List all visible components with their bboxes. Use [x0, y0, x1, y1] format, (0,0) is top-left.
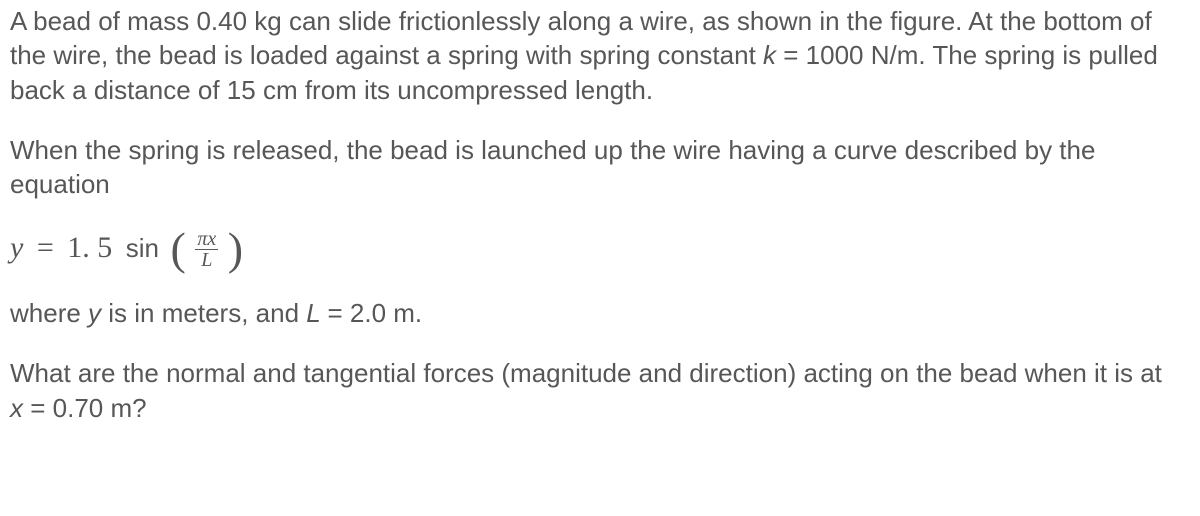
p1-variable-k: k: [763, 40, 776, 70]
p3-part-b: is in meters, and: [108, 298, 306, 328]
problem-statement: A bead of mass 0.40 kg can slide frictio…: [0, 0, 1200, 443]
eq-right-paren: ): [228, 223, 243, 274]
p4-part-b: = 0.70 m?: [30, 393, 146, 423]
p3-variable-y: y: [88, 298, 108, 328]
eq-fraction: πx L: [195, 229, 218, 270]
eq-y: y: [10, 231, 23, 264]
eq-sin: sin: [120, 233, 159, 263]
paragraph-3: where y is in meters, and L = 2.0 m.: [10, 296, 1182, 330]
paragraph-1: A bead of mass 0.40 kg can slide frictio…: [10, 4, 1182, 107]
p3-part-a: where: [10, 298, 88, 328]
p3-part-c: = 2.0 m.: [327, 298, 422, 328]
p4-part-a: What are the normal and tangential force…: [10, 358, 1162, 388]
paragraph-2: When the spring is released, the bead is…: [10, 133, 1182, 202]
eq-denominator: L: [195, 250, 218, 270]
eq-numerator: πx: [195, 229, 218, 250]
paragraph-4: What are the normal and tangential force…: [10, 356, 1182, 425]
eq-left-paren: (: [171, 223, 186, 274]
p4-variable-x: x: [10, 393, 30, 423]
equation: y = 1. 5 sin ( πx L ): [10, 228, 1182, 271]
eq-coefficient: 1. 5: [67, 231, 112, 264]
p3-variable-L: L: [306, 298, 327, 328]
eq-equals: =: [31, 231, 60, 264]
